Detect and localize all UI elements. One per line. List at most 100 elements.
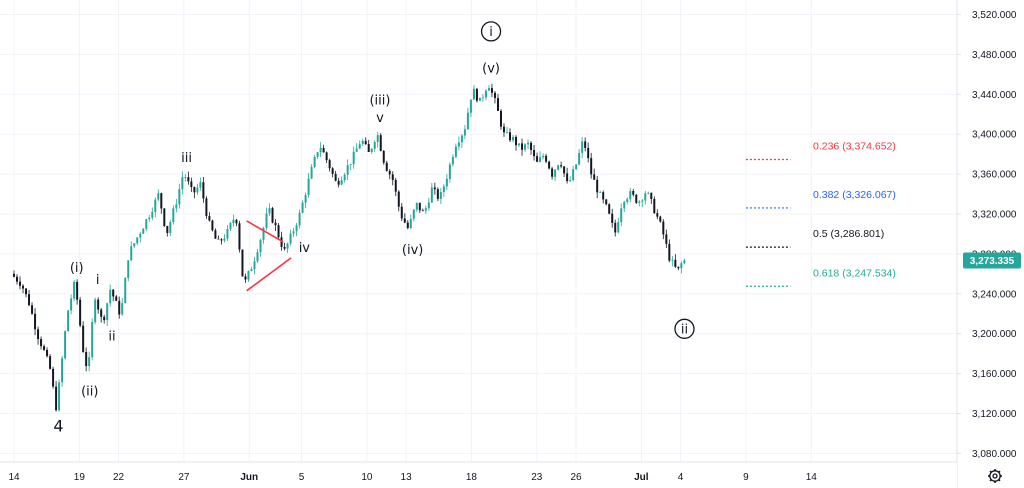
candle-body xyxy=(91,322,94,358)
grid xyxy=(0,0,957,462)
candle-body xyxy=(617,222,620,233)
candle-body xyxy=(469,99,472,113)
wave-label: i xyxy=(96,273,100,288)
candle-body xyxy=(40,339,43,347)
candle-body xyxy=(262,228,265,240)
x-tick-label: 14 xyxy=(806,472,818,483)
candle-body xyxy=(70,298,73,311)
candle-body xyxy=(178,189,181,205)
settings-button[interactable] xyxy=(986,467,1004,485)
price-axis-bg xyxy=(957,0,1024,488)
candle-body xyxy=(572,169,575,181)
candle-body xyxy=(632,191,635,195)
candle-body xyxy=(361,140,364,145)
price-axis[interactable]: 3,080.000 3,120.000 3,160.000 3,200.000 3,24… xyxy=(956,0,1024,488)
candle-body xyxy=(451,156,454,165)
candle-body xyxy=(181,177,184,190)
candle-body xyxy=(121,303,124,315)
candle-body xyxy=(241,249,244,277)
candle-body xyxy=(412,209,415,219)
candle-body xyxy=(385,162,388,171)
candle-body xyxy=(184,177,187,178)
candle-body xyxy=(19,281,22,286)
x-tick-label: 19 xyxy=(74,472,86,483)
candle-body xyxy=(136,237,139,244)
candle-body xyxy=(145,219,148,229)
candle-body xyxy=(55,386,58,411)
candle-body xyxy=(187,177,190,182)
candle-body xyxy=(250,269,253,272)
candle-body xyxy=(169,222,172,233)
candle-body xyxy=(493,92,496,99)
candle-body xyxy=(427,202,430,209)
candle-body xyxy=(590,158,593,175)
candle-body xyxy=(127,260,130,279)
wave-circle xyxy=(480,21,502,42)
candle-body xyxy=(472,88,475,100)
wave-label: i xyxy=(489,25,493,40)
candle-body xyxy=(614,222,617,233)
candle-body xyxy=(548,161,551,169)
y-tick-label: 3,240.000 xyxy=(972,289,1017,300)
candle-body xyxy=(265,213,268,229)
candle-body xyxy=(475,88,478,101)
candle-body xyxy=(463,129,466,136)
candle-body xyxy=(22,285,25,289)
candle-body xyxy=(16,276,19,282)
last-price-tag xyxy=(963,252,1021,269)
x-tick-label: 22 xyxy=(113,472,125,483)
y-tick-label: 3,480.000 xyxy=(972,50,1017,61)
wave-label: iv xyxy=(299,241,311,256)
candle-body xyxy=(656,213,659,217)
x-tick-label: 13 xyxy=(401,472,413,483)
candle-body xyxy=(340,180,343,185)
candle-body xyxy=(85,352,88,367)
candle-body xyxy=(307,178,310,195)
candle-body xyxy=(118,300,121,315)
candle-body xyxy=(430,187,433,203)
candle-body xyxy=(448,164,451,179)
candle-body xyxy=(418,202,421,211)
candle-body xyxy=(605,199,608,205)
candle-body xyxy=(124,278,127,304)
candle-body xyxy=(596,179,599,193)
y-tick-label: 3,360.000 xyxy=(972,170,1017,181)
candle-body xyxy=(623,202,626,209)
candle-body xyxy=(439,192,442,199)
candle-body xyxy=(445,178,448,187)
candle-body xyxy=(530,142,533,151)
candle-body xyxy=(226,228,229,239)
candle-body xyxy=(394,179,397,192)
gear-tooth xyxy=(998,479,1001,482)
x-tick-label: 14 xyxy=(8,472,20,483)
time-axis[interactable]: 14 19 22 27 Jun 5 10 13 18 23 26 Jul 4 9 14 xyxy=(0,461,957,488)
candle-body xyxy=(163,208,166,226)
candle-body xyxy=(527,142,530,145)
candle-body xyxy=(31,305,34,314)
candle-body xyxy=(388,170,391,175)
candle-body xyxy=(367,144,370,152)
candle-body xyxy=(247,271,250,280)
candle-body xyxy=(551,168,554,177)
candle-body xyxy=(268,208,271,214)
wave-label: (v) xyxy=(482,61,500,76)
candle-body xyxy=(196,187,199,193)
wave-circle xyxy=(674,318,695,339)
candle-body xyxy=(277,225,280,238)
candle-body xyxy=(364,140,367,145)
candle-body xyxy=(220,239,223,241)
candle-body xyxy=(76,281,79,300)
x-tick-label: 4 xyxy=(678,472,684,483)
candle-body xyxy=(650,192,653,199)
y-tick-label: 3,200.000 xyxy=(972,329,1017,340)
candle-body xyxy=(112,289,115,297)
candle-body xyxy=(82,325,85,353)
candle-body xyxy=(343,174,346,181)
candle-body xyxy=(160,193,163,209)
candle-body xyxy=(421,210,424,212)
candle-body xyxy=(52,368,55,387)
candle-body xyxy=(674,259,677,267)
candle-body xyxy=(337,180,340,185)
wave-label: ii xyxy=(681,322,688,337)
